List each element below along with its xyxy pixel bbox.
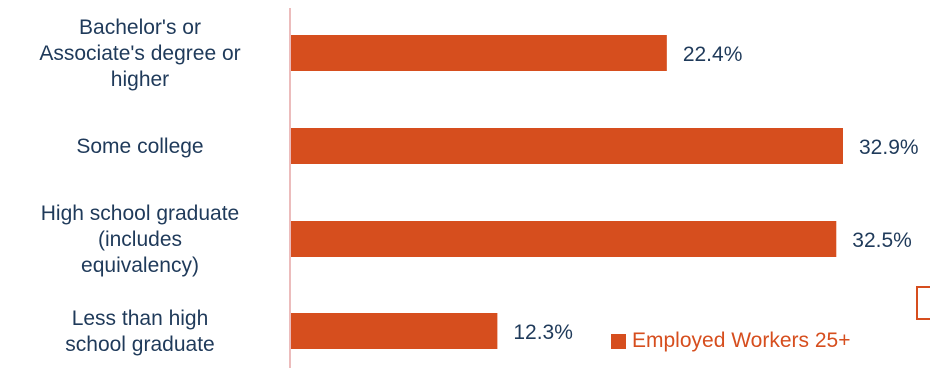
bar-2 (291, 221, 837, 257)
legend: Employed Workers 25+ (611, 329, 850, 353)
category-label-3: Less than high school graduate (65, 307, 215, 356)
data-label-0: 22.4% (683, 43, 743, 66)
data-label-2: 32.5% (852, 229, 912, 252)
legend-swatch-employed-workers (611, 333, 626, 349)
category-label-2: High school graduate (includes equivalen… (40, 202, 240, 277)
category-label-0: Bachelor's or Associate's degree or high… (39, 16, 241, 91)
category-label-1: Some college (76, 135, 204, 158)
data-label-1: 32.9% (859, 136, 919, 159)
bar-1 (291, 128, 843, 164)
partial-bracket-shape (916, 286, 930, 320)
legend-label-employed-workers: Employed Workers 25+ (632, 329, 851, 352)
bar-0 (291, 35, 667, 71)
data-label-3: 12.3% (513, 321, 573, 344)
bar-3 (291, 313, 498, 349)
